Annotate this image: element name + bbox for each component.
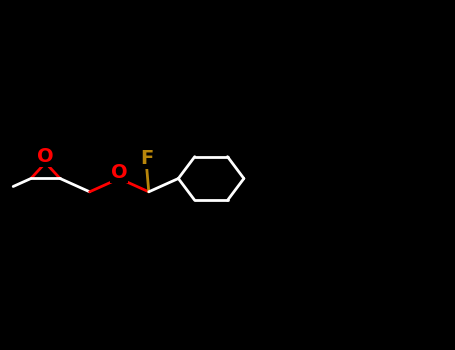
Text: F: F <box>140 149 153 168</box>
Text: O: O <box>37 147 54 166</box>
Text: O: O <box>111 163 127 182</box>
